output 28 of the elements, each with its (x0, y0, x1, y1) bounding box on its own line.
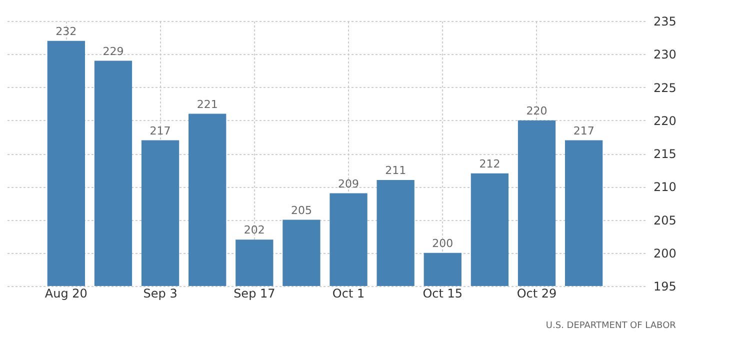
y-tick-label: 200 (654, 246, 676, 260)
y-tick-label: 195 (654, 280, 676, 294)
data-label: 229 (102, 44, 124, 58)
y-tick-label: 220 (654, 114, 676, 128)
text: U.S. DEPARTMENT OF LABOR (546, 321, 676, 331)
y-tick-label: 215 (654, 147, 676, 161)
x-tick-label: Sep 3 (143, 286, 178, 300)
y-tick-label: 205 (654, 213, 676, 228)
data-label: 205 (290, 204, 312, 217)
x-tick-label: Oct 1 (332, 286, 365, 300)
x-tick-label: Sep 17 (234, 286, 276, 300)
data-label: 200 (432, 236, 454, 250)
y-tick-label: 235 (654, 14, 676, 28)
data-label: 220 (526, 104, 548, 118)
data-label: 212 (479, 157, 500, 170)
data-label: 221 (196, 98, 218, 111)
y-tick-label: 225 (654, 80, 676, 95)
data-label: 217 (150, 124, 171, 138)
data-label: 209 (338, 177, 360, 190)
x-tick-label: Oct 29 (516, 286, 557, 300)
x-tick-label: Aug 20 (44, 286, 88, 300)
y-tick-label: 210 (654, 180, 676, 194)
x-tick-label: Oct 15 (422, 286, 463, 300)
y-tick-label: 230 (654, 48, 676, 62)
data-label: 217 (573, 124, 594, 138)
data-label: 232 (56, 24, 77, 38)
data-label: 211 (385, 164, 406, 177)
data-label: 202 (244, 224, 265, 237)
